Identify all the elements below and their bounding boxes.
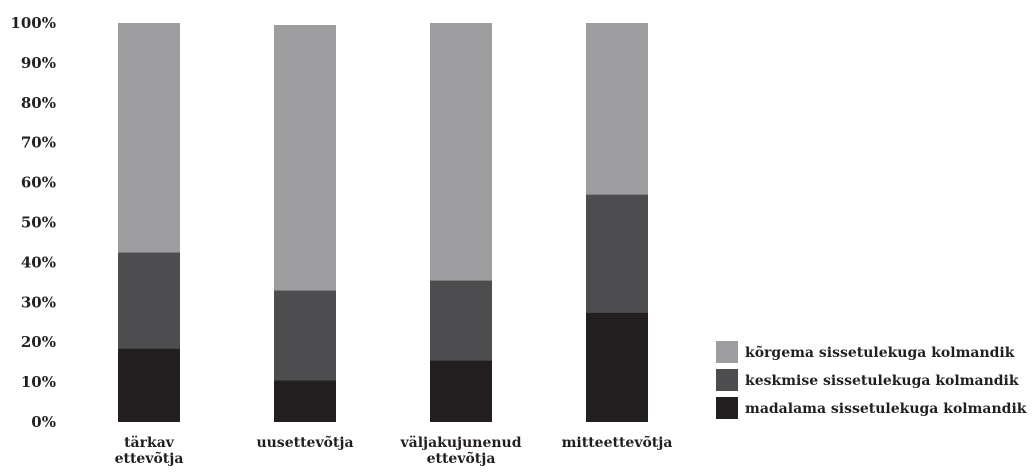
bar-segment	[430, 280, 492, 361]
y-tick-label: 60%	[21, 174, 56, 192]
y-tick-label: 80%	[21, 94, 56, 112]
x-tick-label: uusettevõtja	[256, 434, 353, 451]
legend: kõrgema sissetulekuga kolmandik keskmise …	[716, 341, 1027, 419]
bar-segment	[430, 360, 492, 422]
bar-segment	[586, 23, 648, 195]
legend-swatch	[716, 397, 738, 419]
bar-segment	[274, 24, 336, 291]
y-tick-label: 0%	[31, 413, 56, 431]
x-tick-label: tärkav	[124, 435, 175, 451]
bar-segment	[274, 290, 336, 381]
x-tick-label: ettevõtja	[115, 450, 184, 467]
y-tick-label: 30%	[21, 293, 56, 311]
legend-swatch	[716, 369, 738, 391]
bar-segment	[118, 23, 180, 253]
x-tick-label: mitteettevõtja	[562, 434, 673, 451]
legend-label: keskmise sissetulekuga kolmandik	[745, 373, 1019, 389]
x-tick-label: väljakujunenud	[399, 435, 521, 451]
bar-segment	[586, 312, 648, 422]
bar-segment	[118, 348, 180, 422]
bar-segment	[586, 194, 648, 313]
y-tick-label: 90%	[21, 54, 56, 72]
y-tick-label: 40%	[21, 253, 56, 271]
y-tick-label: 20%	[21, 333, 56, 351]
y-tick-label: 100%	[10, 14, 56, 32]
legend-swatch	[716, 341, 738, 363]
y-tick-label: 70%	[21, 134, 56, 152]
y-axis-ticks: 0% 10% 20% 30% 40% 50% 60% 70% 80% 90% 100%	[10, 14, 56, 431]
legend-label: kõrgema sissetulekuga kolmandik	[745, 344, 1015, 361]
bar-segment	[430, 23, 492, 281]
bars	[118, 23, 648, 422]
x-tick-label: ettevõtja	[427, 450, 496, 467]
y-tick-label: 50%	[21, 214, 56, 232]
bar-segment	[274, 380, 336, 422]
y-tick-label: 10%	[21, 373, 56, 391]
bar-segment	[118, 252, 180, 349]
legend-label: madalama sissetulekuga kolmandik	[745, 401, 1027, 417]
